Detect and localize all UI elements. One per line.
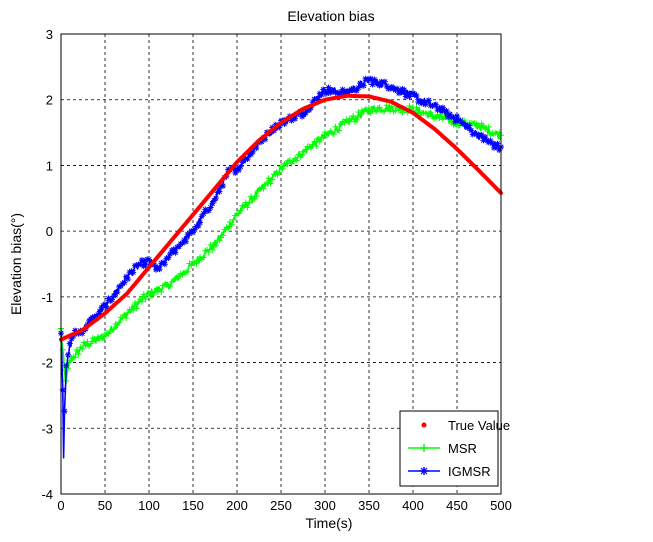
x-tick-label: 200 (226, 498, 248, 513)
series-layer (58, 75, 504, 459)
x-tick-label: 500 (490, 498, 512, 513)
legend-entry-igmsr: IGMSR (408, 464, 491, 479)
y-tick-label: 3 (46, 27, 53, 42)
y-tick-label: -1 (41, 290, 53, 305)
x-tick-label: 250 (270, 498, 292, 513)
x-tick-label: 50 (98, 498, 112, 513)
series-markers (58, 102, 504, 384)
legend: True Value MSR IGMSR (399, 410, 510, 487)
y-tick-label: 0 (46, 224, 53, 239)
x-tick-label: 400 (402, 498, 424, 513)
series-msr (58, 102, 504, 384)
series-line (60, 103, 502, 382)
series-markers (58, 75, 504, 415)
x-tick-label: 100 (138, 498, 160, 513)
series-line (59, 93, 503, 342)
legend-swatch (421, 422, 427, 428)
legend-entry-true-value: True Value (421, 418, 510, 433)
y-tick-label: -2 (41, 356, 53, 371)
y-tick-label: -3 (41, 421, 53, 436)
legend-label: True Value (448, 418, 510, 433)
x-axis-label: Time(s) (306, 515, 353, 531)
y-tick-labels: 3 2 1 0 -1 -2 -3 -4 (41, 27, 53, 502)
legend-entry-msr: MSR (408, 441, 477, 456)
x-tick-label: 0 (57, 498, 64, 513)
y-tick-label: -4 (41, 487, 53, 502)
y-axis-label: Elevation bias(°) (8, 213, 24, 315)
x-tick-label: 350 (358, 498, 380, 513)
legend-label: IGMSR (448, 464, 491, 479)
chart-title: Elevation bias (287, 8, 374, 24)
x-tick-labels: 0 50 100 150 200 250 300 350 400 450 500 (57, 498, 511, 513)
y-tick-label: 1 (46, 158, 53, 173)
plot-area-frame (60, 33, 502, 495)
legend-label: MSR (448, 441, 477, 456)
series-true-value (59, 93, 503, 342)
y-tick-label: 2 (46, 93, 53, 108)
x-tick-label: 150 (182, 498, 204, 513)
series-igmsr (58, 75, 504, 459)
x-tick-label: 450 (446, 498, 468, 513)
x-tick-label: 300 (314, 498, 336, 513)
